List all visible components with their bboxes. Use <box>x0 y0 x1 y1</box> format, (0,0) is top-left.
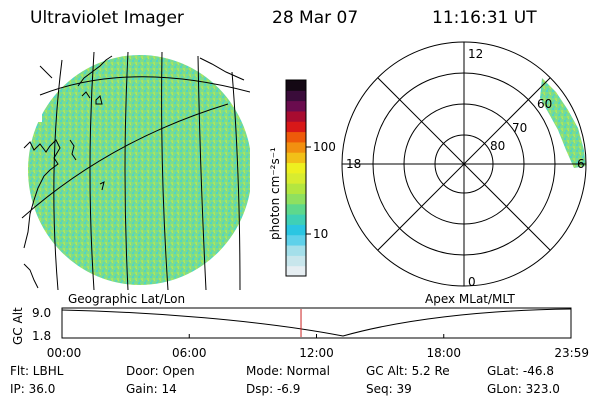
status-glon: GLon: 323.0 <box>487 382 560 396</box>
mlt-label-18: 18 <box>346 157 361 171</box>
colorbar-cell <box>286 203 306 215</box>
colorbar: 100 10 photon cm⁻²s⁻¹ <box>268 79 336 277</box>
lat-label-70: 70 <box>512 121 527 135</box>
status-ip: IP: 36.0 <box>10 382 56 396</box>
polar-plot: 12 18 6 0 60 70 80 <box>341 41 587 289</box>
xtick-label: 12:00 <box>299 346 334 360</box>
latitude-line <box>21 103 229 219</box>
polar-aurora <box>540 78 586 168</box>
colorbar-cell <box>286 245 306 256</box>
altitude-plot: GC Alt 9.0 1.8 00:00 06:00 12:00 18:00 23:59 <box>11 306 589 360</box>
colorbar-cell <box>286 265 306 277</box>
auroral-glow <box>28 55 250 285</box>
mlt-label-0: 0 <box>468 275 476 289</box>
globe-caption: Geographic Lat/Lon <box>68 292 186 306</box>
image-title: Ultraviolet Imager <box>30 8 184 28</box>
xtick-label: 18:00 <box>426 346 461 360</box>
meridian-lines <box>53 52 241 290</box>
status-door: Door: Open <box>126 364 195 378</box>
image-date: 28 Mar 07 <box>272 8 359 28</box>
colorbar-cell <box>286 162 306 174</box>
altitude-ylabel: GC Alt <box>11 307 25 345</box>
status-mode: Mode: Normal <box>246 364 330 378</box>
colorbar-cell <box>286 80 306 91</box>
altitude-plot-frame <box>61 307 572 339</box>
colorbar-cell <box>286 172 306 184</box>
colorbar-cell <box>286 121 306 133</box>
ytick-1-8: 1.8 <box>32 329 51 343</box>
status-gc-alt: GC Alt: 5.2 Re <box>366 364 450 378</box>
altitude-curve <box>61 308 572 337</box>
status-gain: Gain: 14 <box>126 382 177 396</box>
status-dsp: Dsp: -6.9 <box>246 382 301 396</box>
lat-label-80: 80 <box>490 139 505 153</box>
xtick-label: 00:00 <box>47 346 82 360</box>
colorbar-cell <box>286 90 306 102</box>
xtick-label: 23:59 <box>554 346 589 360</box>
mlt-label-6: 6 <box>577 157 585 171</box>
colorbar-cell <box>286 141 306 153</box>
colorbar-cell <box>286 255 306 267</box>
mlt-label-12: 12 <box>468 47 483 61</box>
colorbar-unit-label: photon cm⁻²s⁻¹ <box>268 147 282 240</box>
colorbar-cell <box>286 183 306 194</box>
status-seq: Seq: 39 <box>366 382 412 396</box>
colorbar-cell <box>286 234 306 246</box>
colorbar-cell <box>286 224 306 236</box>
xtick-label: 06:00 <box>172 346 207 360</box>
colorbar-cell <box>286 110 306 122</box>
ytick-9: 9.0 <box>32 306 51 320</box>
status-glat: GLat: -46.8 <box>487 364 554 378</box>
colorbar-cell <box>286 100 306 112</box>
coastline <box>23 55 245 289</box>
globe-panel <box>20 52 250 290</box>
colorbar-cell <box>286 131 306 143</box>
colorbar-tick-10: 10 <box>313 227 328 241</box>
polar-caption: Apex MLat/MLT <box>425 292 515 306</box>
colorbar-tick-100: 100 <box>313 140 336 154</box>
colorbar-cell <box>286 214 306 225</box>
colorbar-cell <box>286 193 306 205</box>
lat-label-60: 60 <box>537 97 552 111</box>
image-time: 11:16:31 UT <box>432 8 537 28</box>
colorbar-cell <box>286 152 306 164</box>
status-filter: Flt: LBHL <box>10 364 64 378</box>
